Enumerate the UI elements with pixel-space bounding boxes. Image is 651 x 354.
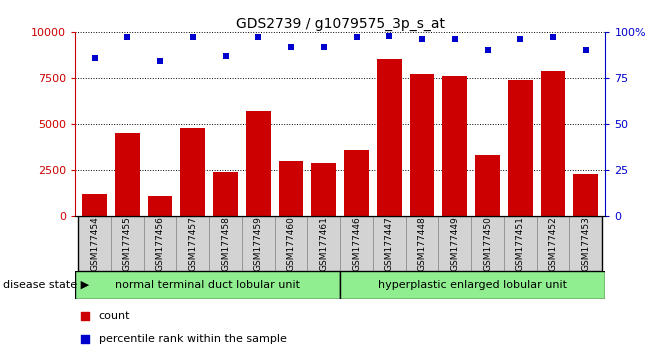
Text: GSM177452: GSM177452 xyxy=(549,216,557,271)
Bar xyxy=(340,271,605,299)
Point xyxy=(220,53,230,59)
Bar xyxy=(541,70,565,216)
Text: GSM177454: GSM177454 xyxy=(90,216,99,271)
Point xyxy=(417,36,427,42)
Bar xyxy=(340,216,373,271)
Bar xyxy=(504,216,536,271)
Bar xyxy=(242,216,275,271)
Bar xyxy=(471,216,504,271)
Bar xyxy=(508,80,533,216)
Bar xyxy=(78,216,111,271)
Text: GSM177459: GSM177459 xyxy=(254,216,263,271)
Point xyxy=(384,33,395,38)
Point xyxy=(253,35,264,40)
Bar xyxy=(475,155,500,216)
Bar xyxy=(443,76,467,216)
Point xyxy=(286,44,296,50)
Bar xyxy=(344,150,369,216)
Bar xyxy=(275,216,307,271)
Bar xyxy=(209,216,242,271)
Point xyxy=(89,55,100,61)
Text: GSM177447: GSM177447 xyxy=(385,216,394,271)
Bar xyxy=(246,111,271,216)
Point xyxy=(432,11,442,17)
Text: normal terminal duct lobular unit: normal terminal duct lobular unit xyxy=(115,280,300,290)
Point xyxy=(122,35,132,40)
Bar xyxy=(180,127,205,216)
Bar xyxy=(438,216,471,271)
Bar xyxy=(176,216,209,271)
Point xyxy=(515,36,525,42)
Text: percentile rank within the sample: percentile rank within the sample xyxy=(99,334,286,344)
Point xyxy=(482,47,493,53)
Text: GSM177446: GSM177446 xyxy=(352,216,361,271)
Bar xyxy=(307,216,340,271)
Bar xyxy=(115,133,139,216)
Bar xyxy=(311,162,336,216)
Text: GSM177461: GSM177461 xyxy=(319,216,328,271)
Text: GSM177458: GSM177458 xyxy=(221,216,230,271)
Bar xyxy=(536,216,570,271)
Text: GSM177451: GSM177451 xyxy=(516,216,525,271)
Bar xyxy=(406,216,438,271)
Text: GSM177455: GSM177455 xyxy=(123,216,132,271)
Point xyxy=(548,35,559,40)
Bar xyxy=(570,216,602,271)
Bar xyxy=(148,196,173,216)
Bar xyxy=(574,173,598,216)
Bar xyxy=(373,216,406,271)
Text: GSM177457: GSM177457 xyxy=(188,216,197,271)
Text: GSM177453: GSM177453 xyxy=(581,216,590,271)
Title: GDS2739 / g1079575_3p_s_at: GDS2739 / g1079575_3p_s_at xyxy=(236,17,445,31)
Point xyxy=(155,58,165,64)
Point xyxy=(450,36,460,42)
Bar xyxy=(279,161,303,216)
Point xyxy=(352,35,362,40)
Text: GSM177448: GSM177448 xyxy=(417,216,426,271)
Bar xyxy=(111,216,144,271)
Text: GSM177450: GSM177450 xyxy=(483,216,492,271)
Point xyxy=(318,44,329,50)
Text: disease state ▶: disease state ▶ xyxy=(3,280,89,290)
Text: GSM177449: GSM177449 xyxy=(450,216,459,271)
Bar xyxy=(214,172,238,216)
Bar xyxy=(75,271,340,299)
Point xyxy=(432,220,442,226)
Bar xyxy=(82,194,107,216)
Text: GSM177460: GSM177460 xyxy=(286,216,296,271)
Bar xyxy=(377,59,402,216)
Point xyxy=(581,47,591,53)
Text: hyperplastic enlarged lobular unit: hyperplastic enlarged lobular unit xyxy=(378,280,567,290)
Point xyxy=(187,35,198,40)
Bar xyxy=(409,74,434,216)
Bar xyxy=(144,216,176,271)
Text: GSM177456: GSM177456 xyxy=(156,216,165,271)
Text: count: count xyxy=(99,311,130,321)
